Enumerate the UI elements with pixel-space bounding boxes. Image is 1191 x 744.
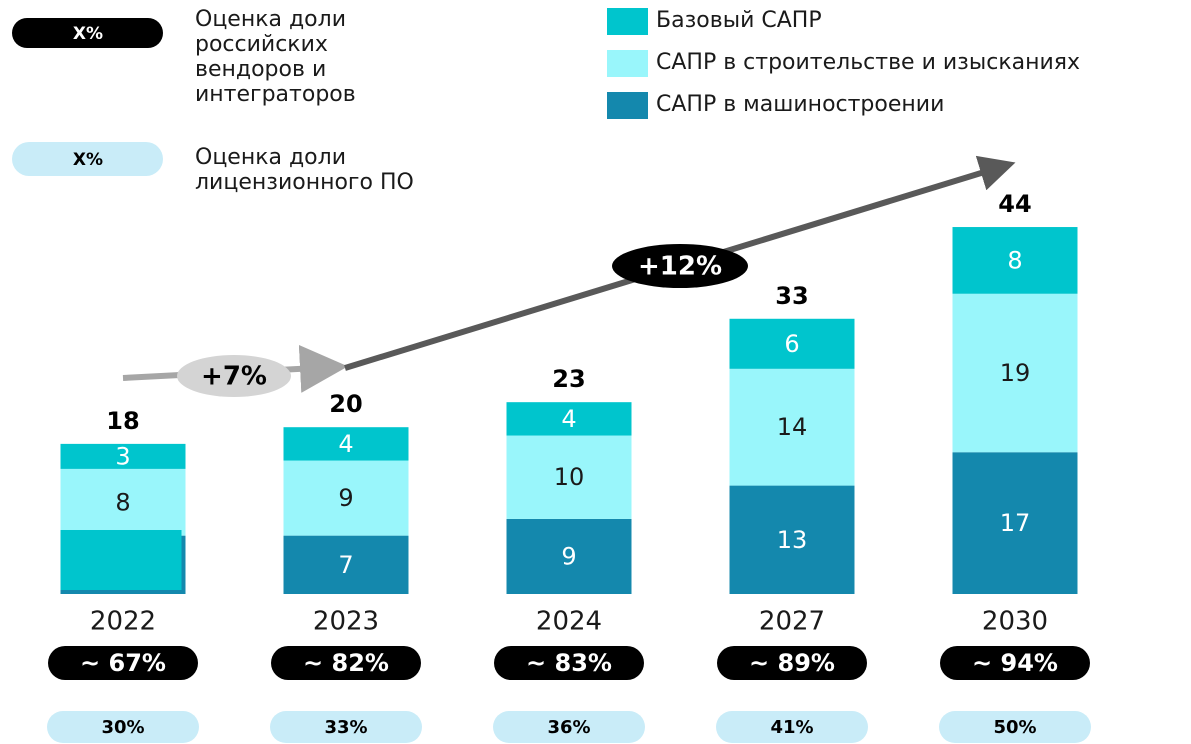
total-label: 18 xyxy=(106,407,139,435)
share-value: ~ 67% xyxy=(80,649,166,677)
legend-text: вендоров и xyxy=(195,57,326,82)
license-value: 33% xyxy=(324,717,367,738)
legend-swatch xyxy=(607,92,648,119)
growth-pill xyxy=(612,244,748,288)
value-label: 19 xyxy=(1000,359,1031,387)
total-label: 20 xyxy=(329,390,362,418)
legend-text: Оценка доли xyxy=(195,7,346,32)
legend-chip xyxy=(12,142,163,176)
overlay xyxy=(60,530,182,590)
bar-segment xyxy=(506,435,632,519)
value-label: 14 xyxy=(777,413,808,441)
bar-segment xyxy=(506,518,632,594)
share-pill xyxy=(271,646,421,680)
value-label: 13 xyxy=(777,526,808,554)
share-value: ~ 89% xyxy=(749,649,835,677)
bar-segment xyxy=(283,427,409,461)
legend-swatch xyxy=(607,50,648,77)
bar-segment xyxy=(729,368,855,486)
value-label: 8 xyxy=(1007,246,1022,274)
legend-chip-label: X% xyxy=(73,24,103,44)
total-label: 44 xyxy=(998,190,1031,218)
value-label: 3 xyxy=(115,442,130,470)
value-label: 4 xyxy=(338,430,353,458)
license-pill xyxy=(716,711,868,743)
bar-segment xyxy=(283,460,409,536)
legend-text: интеграторов xyxy=(195,82,356,107)
x-tick-label: 2022 xyxy=(90,607,156,637)
legend-chip-label: X% xyxy=(73,150,103,170)
license-value: 41% xyxy=(770,717,813,738)
legend-swatch xyxy=(607,8,648,35)
legend-label: САПР в строительстве и изысканиях xyxy=(656,50,1080,75)
share-pill xyxy=(48,646,198,680)
legend-chip xyxy=(12,18,163,48)
license-pill xyxy=(270,711,422,743)
share-value: ~ 82% xyxy=(303,649,389,677)
value-label: 9 xyxy=(561,542,576,570)
bar-segment xyxy=(952,293,1078,453)
x-tick-label: 2023 xyxy=(313,607,379,637)
growth-label: +12% xyxy=(638,252,722,282)
bar-segment xyxy=(60,468,186,536)
bar-segment xyxy=(952,227,1078,294)
bar-segment xyxy=(283,535,409,594)
license-pill xyxy=(493,711,645,743)
share-pill xyxy=(717,646,867,680)
value-label: 6 xyxy=(784,330,799,358)
growth-label: +7% xyxy=(201,362,267,392)
bar-segment xyxy=(952,452,1078,594)
legend-text: Оценка доли xyxy=(195,145,346,170)
legend-label: САПР в машиностроении xyxy=(656,92,944,117)
share-value: ~ 94% xyxy=(972,649,1058,677)
total-label: 23 xyxy=(552,365,585,393)
license-pill xyxy=(47,711,199,743)
license-value: 36% xyxy=(547,717,590,738)
x-tick-label: 2030 xyxy=(982,607,1048,637)
bar-segment xyxy=(506,402,632,436)
license-pill xyxy=(939,711,1091,743)
legend-text: российских xyxy=(195,32,328,57)
bar-segment xyxy=(729,485,855,594)
total-label: 33 xyxy=(775,282,808,310)
legend-text: лицензионного ПО xyxy=(195,170,414,195)
license-value: 30% xyxy=(101,717,144,738)
share-pill xyxy=(494,646,644,680)
legend-label: Базовый САПР xyxy=(656,8,822,33)
x-tick-label: 2027 xyxy=(759,607,825,637)
value-label: 10 xyxy=(554,463,585,491)
bar-segment xyxy=(729,318,855,369)
value-label: 17 xyxy=(1000,509,1031,537)
value-label: 8 xyxy=(115,488,130,516)
value-label: 7 xyxy=(338,551,353,579)
value-label: 9 xyxy=(338,484,353,512)
share-value: ~ 83% xyxy=(526,649,612,677)
x-tick-label: 2024 xyxy=(536,607,602,637)
growth-pill xyxy=(177,355,291,397)
license-value: 50% xyxy=(993,717,1036,738)
bar-segment xyxy=(60,443,186,469)
share-pill xyxy=(940,646,1090,680)
value-label: 4 xyxy=(561,405,576,433)
